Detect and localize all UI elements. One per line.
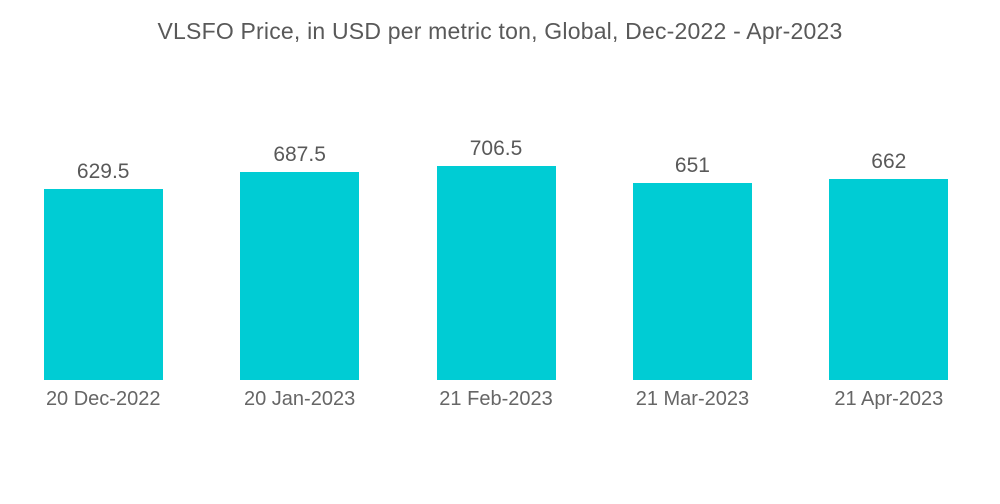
bar-plot-area: 629.5 [5, 60, 201, 380]
bar-group: 662 21 Apr-2023 [791, 60, 987, 420]
category-label: 20 Jan-2023 [244, 388, 356, 410]
bar-group: 629.5 20 Dec-2022 [5, 60, 201, 420]
bar-value-label: 706.5 [469, 137, 523, 160]
bar-value-label: 629.5 [76, 160, 130, 183]
bar-value-label: 662 [871, 150, 907, 173]
bar-value-label: 687.5 [273, 143, 326, 166]
category-label: 20 Dec-2022 [45, 388, 161, 410]
bar-plot-area: 662 [791, 60, 987, 380]
bar-group: 706.5 21 Feb-2023 [398, 60, 594, 420]
bar-group: 651 21 Mar-2023 [594, 60, 790, 420]
bar [829, 179, 949, 380]
bar [632, 183, 752, 380]
category-label: 21 Apr-2023 [834, 388, 944, 410]
bar-plot-area: 651 [594, 60, 790, 380]
bar [240, 172, 360, 380]
bar-value-label: 651 [674, 154, 710, 177]
bar-plot-area: 687.5 [201, 60, 397, 380]
bar-group: 687.5 20 Jan-2023 [201, 60, 397, 420]
category-label: 21 Mar-2023 [635, 388, 750, 410]
chart-title: VLSFO Price, in USD per metric ton, Glob… [157, 18, 843, 44]
bar-chart: 629.5 20 Dec-2022 687.5 20 Jan-2023 706.5 21 … [5, 60, 987, 420]
bar-plot-area: 706.5 [398, 60, 594, 380]
category-label: 21 Feb-2023 [439, 388, 553, 410]
bar [43, 189, 163, 380]
bar [436, 166, 556, 380]
